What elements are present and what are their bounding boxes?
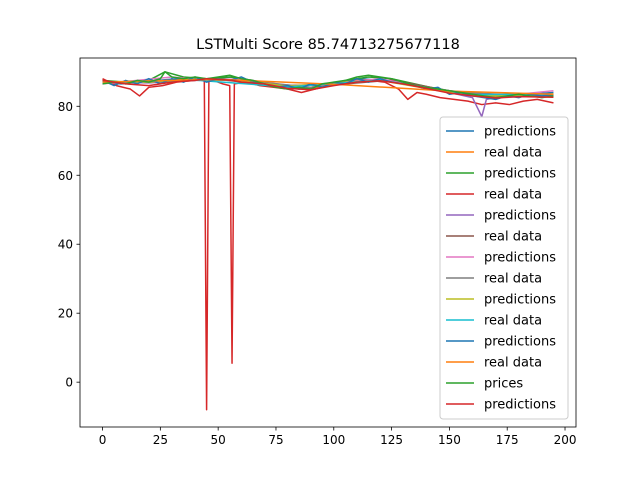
series-line-11 — [102, 78, 554, 95]
y-tick-label-1: 20 — [58, 307, 73, 321]
legend: predictions real data predictions real data… — [439, 116, 569, 420]
legend-label-5: real data — [484, 230, 542, 245]
x-tick-label-0: 0 — [99, 433, 107, 447]
legend-label-10: predictions — [484, 335, 556, 350]
series-line-13 — [102, 77, 554, 99]
series-line-12 — [102, 71, 554, 99]
y-tick-label-2: 40 — [58, 238, 73, 252]
x-tick-label-7: 175 — [496, 433, 519, 447]
plot-lines — [102, 71, 554, 411]
legend-label-1: real data — [484, 146, 542, 161]
legend-label-9: real data — [484, 314, 542, 329]
legend-label-11: real data — [484, 356, 542, 371]
legend-label-4: predictions — [484, 209, 556, 224]
legend-label-12: prices — [484, 377, 523, 392]
legend-label-3: real data — [484, 188, 542, 203]
chart-title: LSTMulti Score 85.74713275677118 — [196, 37, 460, 53]
y-tick-label-3: 60 — [58, 169, 73, 183]
x-tick-label-6: 150 — [438, 433, 461, 447]
x-tick-label-4: 100 — [322, 433, 345, 447]
legend-label-13: predictions — [484, 398, 556, 413]
x-tick-label-1: 25 — [153, 433, 168, 447]
legend-box — [439, 116, 569, 420]
y-tick-label-4: 80 — [58, 100, 73, 114]
x-tick-label-5: 125 — [380, 433, 403, 447]
y-axis: 0 20 40 60 80 — [58, 100, 80, 390]
legend-label-0: predictions — [484, 125, 556, 140]
legend-label-8: predictions — [484, 293, 556, 308]
legend-label-2: predictions — [484, 167, 556, 182]
x-tick-label-2: 50 — [211, 433, 226, 447]
x-tick-label-8: 200 — [554, 433, 577, 447]
x-axis: 0 25 50 75 100 125 150 175 200 — [99, 427, 577, 447]
legend-label-7: real data — [484, 272, 542, 287]
axes-frame — [79, 57, 577, 428]
legend-label-6: predictions — [484, 251, 556, 266]
y-tick-label-0: 0 — [65, 376, 73, 390]
x-tick-label-3: 75 — [268, 433, 283, 447]
